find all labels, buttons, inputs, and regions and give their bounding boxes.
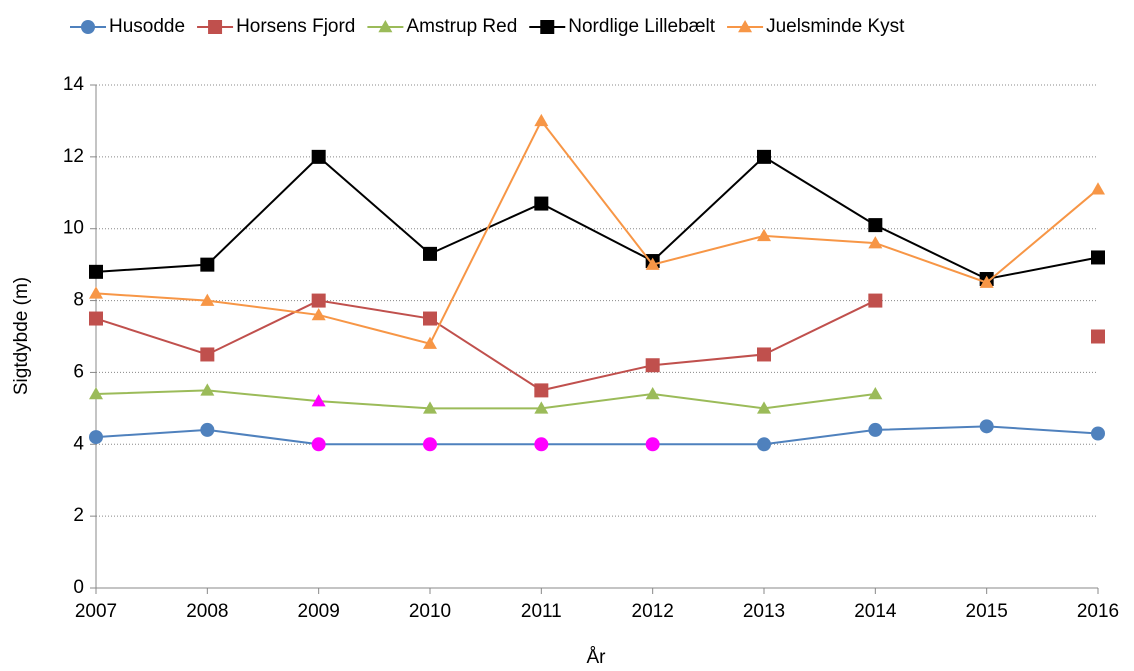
marker — [89, 264, 103, 279]
marker — [200, 257, 215, 272]
marker — [200, 422, 215, 437]
marker — [757, 401, 771, 414]
legend-marker — [738, 20, 753, 33]
marker — [423, 311, 437, 326]
marker — [200, 347, 215, 362]
marker — [645, 358, 660, 373]
series-line — [95, 425, 1099, 446]
marker — [757, 149, 771, 164]
x-tick-label: 2008 — [186, 601, 228, 622]
marker — [645, 257, 660, 270]
x-tick-label: 2014 — [854, 601, 897, 622]
y-tick-label: 4 — [73, 433, 84, 454]
series-line — [96, 301, 1098, 391]
series-line — [95, 389, 876, 410]
y-axis-label: Sigtdybde (m) — [11, 277, 32, 395]
legend-marker — [540, 20, 555, 34]
x-tick-label: 2007 — [75, 601, 117, 622]
marker — [1091, 426, 1105, 441]
x-tick-label: 2015 — [966, 601, 1008, 622]
legend-marker — [208, 20, 223, 34]
legend-label: Juelsminde Kyst — [766, 16, 905, 37]
series-line — [95, 155, 1099, 281]
marker — [1091, 182, 1105, 195]
series-line — [95, 119, 1099, 345]
marker — [868, 422, 883, 437]
marker — [868, 293, 883, 308]
marker — [311, 437, 326, 452]
marker — [757, 228, 771, 242]
x-tick-label: 2016 — [1077, 601, 1119, 622]
legend-label: Horsens Fjord — [236, 16, 355, 37]
legend-label: Husodde — [109, 16, 185, 37]
x-tick-label: 2013 — [743, 601, 785, 622]
marker — [311, 149, 326, 164]
marker — [200, 383, 215, 396]
x-tick-label: 2009 — [298, 601, 340, 622]
marker — [89, 386, 103, 400]
marker — [534, 383, 549, 398]
marker — [979, 419, 994, 434]
marker — [757, 437, 771, 452]
legend-marker — [378, 20, 393, 33]
y-tick-label: 2 — [73, 505, 84, 526]
y-tick-label: 6 — [73, 361, 84, 382]
marker — [423, 336, 437, 349]
marker — [979, 275, 994, 288]
marker — [1091, 250, 1105, 265]
x-tick-label: 2010 — [409, 601, 451, 622]
marker — [645, 386, 660, 400]
marker — [534, 437, 549, 452]
legend-marker — [81, 20, 95, 34]
legend-label: Nordlige Lillebælt — [568, 16, 716, 37]
y-tick-label: 0 — [73, 577, 84, 598]
marker — [868, 386, 883, 400]
marker — [645, 437, 660, 452]
marker — [757, 347, 771, 362]
x-axis-label: År — [587, 647, 607, 668]
marker — [534, 196, 549, 211]
marker — [1091, 329, 1105, 344]
y-tick-label: 14 — [63, 74, 85, 95]
marker — [534, 113, 549, 127]
x-tick-label: 2012 — [632, 601, 674, 622]
marker — [311, 394, 326, 407]
marker — [868, 236, 883, 249]
x-tick-label: 2011 — [521, 601, 562, 622]
marker — [89, 286, 103, 299]
y-tick-label: 12 — [63, 146, 84, 167]
marker — [311, 293, 326, 308]
marker — [423, 437, 437, 452]
marker — [89, 311, 103, 326]
marker — [200, 293, 215, 306]
marker — [423, 246, 437, 261]
legend-label: Amstrup Red — [406, 16, 517, 37]
y-tick-label: 10 — [63, 218, 84, 239]
marker — [868, 218, 883, 233]
marker — [423, 401, 437, 414]
marker — [311, 307, 326, 321]
marker — [89, 430, 103, 445]
marker — [534, 401, 549, 414]
y-tick-label: 8 — [73, 290, 84, 311]
